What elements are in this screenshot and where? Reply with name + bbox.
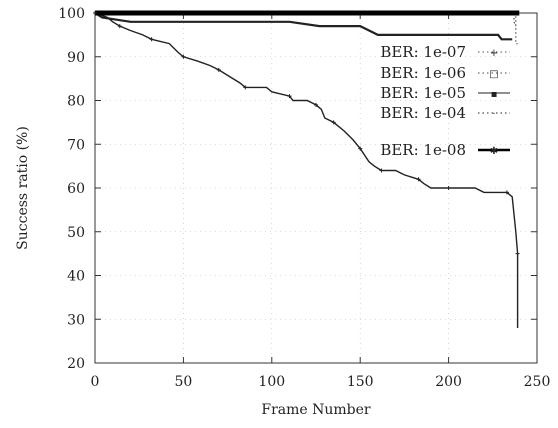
legend-label-2: BER: 1e-05 [380,84,466,102]
legend-marker-3: · [492,109,495,120]
y-tick-label: 80 [67,94,85,110]
y-tick-label: 100 [58,6,85,22]
series-line-3 [94,12,519,328]
legend-marker-2: ▪ [491,89,498,100]
x-axis-title: Frame Number [261,402,371,418]
legend: BER: 1e-07 + BER: 1e-06 □ BER: 1e-05 ▪ BER: 1e… [380,43,510,159]
y-tick-label: 50 [67,225,85,241]
y-tick-label: 70 [67,137,85,153]
x-tick-label: 200 [435,374,462,390]
y-tick-label: 90 [67,50,85,66]
x-tick-label: 0 [91,374,100,390]
legend-marker-1: □ [489,69,498,80]
y-tick-label: 30 [67,312,85,328]
series-marker [243,85,248,90]
series-marker [181,54,186,59]
series-layer [93,10,520,328]
legend-label-3: BER: 1e-04 [380,104,466,122]
y-axis-title: Success ratio (%) [15,126,31,250]
x-tick-label: 50 [174,374,192,390]
tick-layer: 20 30 40 50 60 70 80 90 100 0 50 100 150 200 250 [58,6,550,390]
x-tick-label: 150 [347,374,374,390]
series-marker [149,37,154,42]
series-marker [515,251,520,256]
series-line-1 [95,12,517,27]
y-tick-label: 20 [67,356,85,372]
series-marker [416,177,421,182]
legend-marker-4: ✱ [490,146,498,157]
legend-label-4: BER: 1e-08 [380,141,466,159]
series-marker [216,67,221,72]
y-tick-label: 60 [67,181,85,197]
series-marker [331,120,336,125]
x-tick-label: 250 [524,374,551,390]
legend-label-1: BER: 1e-06 [380,64,466,82]
series-marker [504,190,509,195]
series-marker [358,146,363,151]
series-marker [314,102,318,107]
series-marker [287,94,292,99]
legend-label-0: BER: 1e-07 [380,43,466,61]
series-marker [379,168,384,173]
legend-marker-0: + [490,48,498,59]
series-marker [117,24,122,29]
series-marker [446,186,451,190]
series-marker [93,11,97,15]
y-tick-label: 40 [67,269,85,285]
x-tick-label: 100 [258,374,285,390]
series-line-2 [94,12,513,41]
series-line-0 [95,12,518,45]
